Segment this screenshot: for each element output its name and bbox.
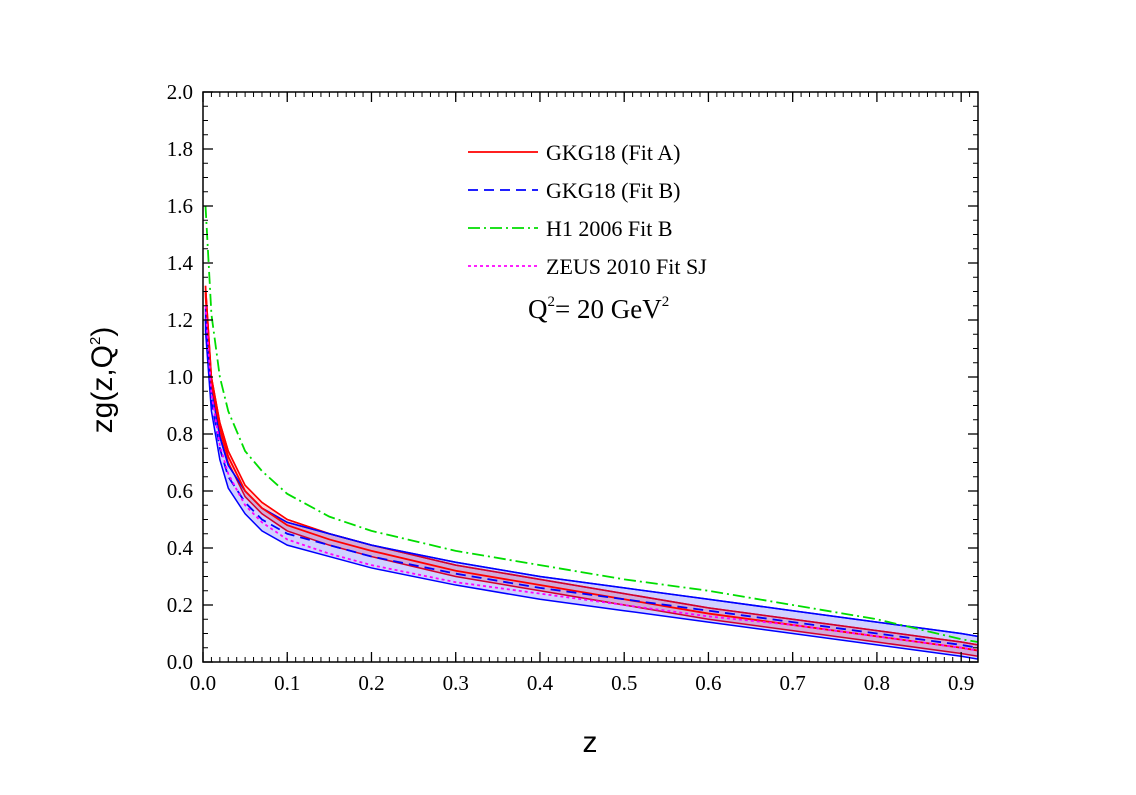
series-3-line xyxy=(204,305,978,652)
y-axis-title: zg(z,Q2) xyxy=(86,327,119,434)
q2-annotation: Q2= 20 GeV2 xyxy=(528,294,669,324)
y-tick-label: 0.0 xyxy=(167,650,193,674)
x-tick-label: 0.9 xyxy=(948,671,974,695)
y-tick-label: 0.2 xyxy=(167,593,193,617)
y-tick-label: 1.8 xyxy=(167,137,193,161)
legend-label: H1 2006 Fit B xyxy=(546,216,673,241)
y-tick-label: 0.6 xyxy=(167,479,193,503)
y-tick-label: 0.8 xyxy=(167,422,193,446)
series-1-band-upper xyxy=(204,308,978,638)
y-tick-label: 1.4 xyxy=(167,251,194,275)
x-tick-label: 0.5 xyxy=(611,671,637,695)
legend: GKG18 (Fit A) GKG18 (Fit B) H1 2006 Fit B Z… xyxy=(468,140,707,279)
x-tick-label: 0.7 xyxy=(780,671,806,695)
x-tick-label: 0.6 xyxy=(695,671,721,695)
x-tick-label: 0.4 xyxy=(527,671,554,695)
series-1-uncertainty-band xyxy=(204,308,978,660)
series-0-line xyxy=(204,291,978,652)
series-2-line xyxy=(204,205,978,643)
x-tick-label: 0.0 xyxy=(190,671,216,695)
y-tick-label: 1.2 xyxy=(167,308,193,332)
x-tick-label: 0.1 xyxy=(274,671,300,695)
x-axis-title: z xyxy=(583,726,598,759)
y-tick-label: 1.0 xyxy=(167,365,193,389)
x-tick-label: 0.8 xyxy=(864,671,890,695)
y-tick-label: 0.4 xyxy=(167,536,194,560)
legend-label: GKG18 (Fit A) xyxy=(546,140,680,165)
y-tick-label: 1.6 xyxy=(167,194,193,218)
legend-label: GKG18 (Fit B) xyxy=(546,178,680,203)
y-tick-label: 2.0 xyxy=(167,80,193,104)
x-tick-label: 0.3 xyxy=(443,671,469,695)
x-tick-label: 0.2 xyxy=(358,671,384,695)
legend-label: ZEUS 2010 Fit SJ xyxy=(546,254,707,279)
